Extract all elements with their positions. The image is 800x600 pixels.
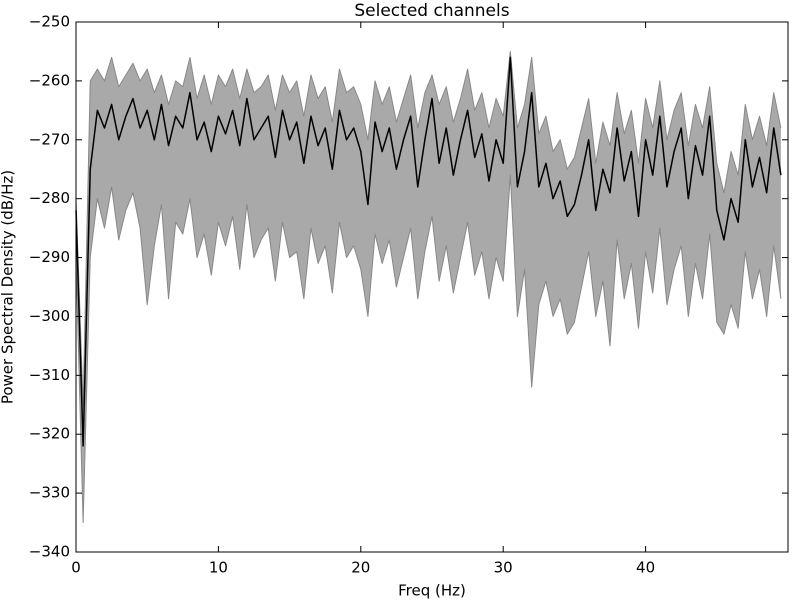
y-tick-label: −280: [29, 189, 70, 207]
y-tick-label: −330: [29, 484, 70, 502]
y-tick-label: −290: [29, 248, 70, 266]
x-tick-label: 10: [209, 559, 228, 577]
x-tick-label: 0: [71, 559, 81, 577]
y-tick-label: −340: [29, 543, 70, 561]
x-tick-label: 40: [636, 559, 655, 577]
y-tick-label: −250: [29, 13, 70, 31]
y-tick-label: −320: [29, 425, 70, 443]
y-axis-label: Power Spectral Density (dB/Hz): [0, 170, 17, 404]
x-tick-label: 20: [351, 559, 370, 577]
mean-line: [75, 56, 782, 447]
band-upper-edge: [75, 50, 782, 406]
x-tick-label: 30: [494, 559, 513, 577]
y-tick-label: −310: [29, 366, 70, 384]
y-tick-label: −300: [29, 307, 70, 325]
y-tick-label: −260: [29, 71, 70, 89]
y-tick-label: −270: [29, 130, 70, 148]
band-lower-edge: [75, 174, 782, 524]
band-area: [76, 51, 781, 523]
chart-title: Selected channels: [354, 1, 509, 21]
plot-frame: [75, 21, 789, 553]
x-axis-label: Freq (Hz): [398, 582, 466, 600]
